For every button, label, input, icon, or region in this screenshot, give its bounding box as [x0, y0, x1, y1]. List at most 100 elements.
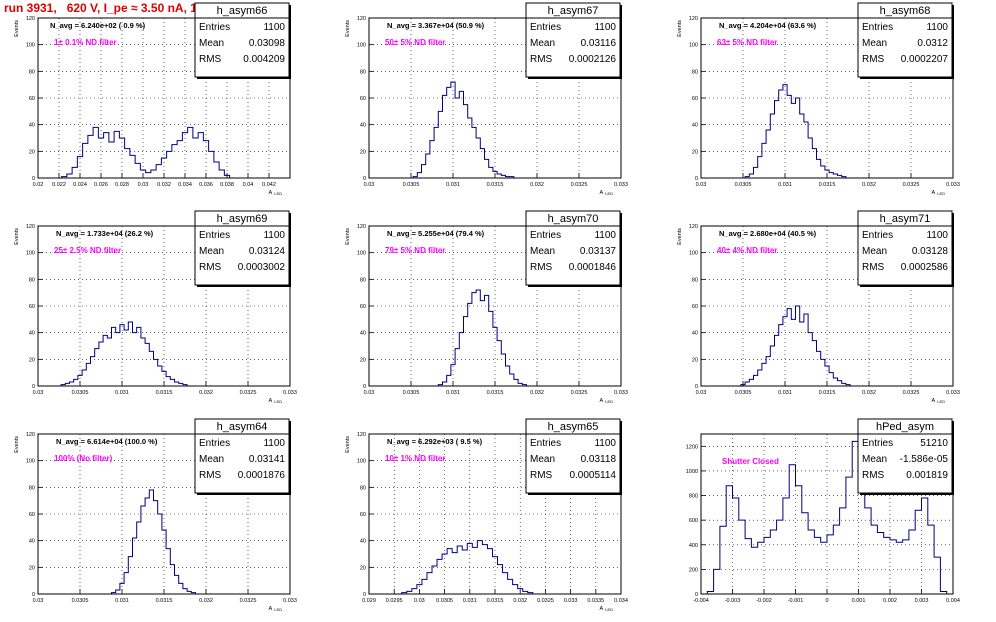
y-tick-label: 1200	[686, 444, 698, 450]
stats-box-title: h_asym64	[217, 421, 268, 433]
histogram-bin	[70, 382, 74, 386]
x-tick-label: 0.03	[696, 182, 707, 188]
x-tick-label: 0.032	[862, 390, 876, 396]
histogram-bin	[789, 465, 795, 594]
stats-value: 51210	[920, 438, 948, 449]
stats-key: Entries	[862, 438, 893, 449]
stats-key: Entries	[530, 230, 561, 241]
histogram-bin	[154, 501, 158, 594]
stats-key: Entries	[862, 22, 893, 33]
x-tick-label: 0.002	[883, 598, 897, 604]
stats-value: 0.03128	[912, 246, 949, 257]
stats-value: 1100	[594, 22, 616, 33]
chart-panel-h_asym66: 0.02 0.022 0.024 0.026 0.028 0.03 0.032 0.034 0.…	[14, 2, 291, 196]
stats-value: 0.03098	[249, 38, 286, 49]
histogram-bin	[513, 585, 518, 594]
stats-value: 0.03118	[581, 454, 617, 465]
histogram-bin	[158, 514, 162, 594]
histogram-bin	[800, 322, 804, 386]
histogram-bin	[130, 155, 135, 178]
y-tick-label: 120	[26, 432, 35, 438]
stats-key: Entries	[862, 230, 893, 241]
chart-panel-h_asym67: 0.03 0.0305 0.031 0.0315 0.032 0.0325 0.033 0 20…	[345, 2, 628, 196]
n-avg-label: N_avg = 4.204e+04 (63.6 %)	[719, 21, 817, 30]
x-tick-label: 0.031	[778, 390, 792, 396]
histogram-bin	[783, 498, 789, 594]
y-tick-label: 100	[26, 459, 35, 465]
histogram-bin	[758, 157, 762, 178]
stats-box-frame	[525, 2, 621, 78]
histogram-bin	[430, 141, 434, 178]
histogram-bin	[443, 382, 447, 386]
x-axis-label-subscript: LED	[937, 399, 945, 404]
stats-box-title: h_asym71	[880, 213, 931, 225]
histogram-bin	[82, 370, 86, 386]
x-tick-label: 0.0315	[819, 182, 836, 188]
y-tick-label: 120	[26, 224, 35, 230]
histogram-bin	[72, 167, 77, 178]
histogram-bin	[103, 335, 107, 386]
y-tick-label: 100	[357, 251, 366, 257]
histogram-bin	[214, 162, 219, 178]
y-tick-label: 0	[32, 384, 35, 390]
histogram-bin	[804, 122, 808, 178]
histogram-bin	[93, 127, 98, 178]
x-tick-label: 0.029	[362, 598, 376, 604]
x-axis-label: A LED	[269, 606, 283, 612]
histogram-bin	[426, 154, 430, 178]
stats-box: h_asym70 Entries 1100 Mean 0.03137 RMS 0.00018…	[525, 210, 622, 287]
stats-key: Entries	[199, 230, 230, 241]
histogram-bin	[99, 342, 103, 386]
y-tick-label: 60	[692, 304, 698, 310]
stats-key: Mean	[862, 246, 887, 257]
histogram-bin	[437, 559, 442, 594]
histogram-bin	[468, 303, 472, 386]
stats-key: RMS	[530, 470, 553, 481]
histogram-bin	[95, 349, 99, 386]
y-tick-label: 60	[360, 304, 366, 310]
histogram-bin	[510, 374, 514, 386]
histogram-bin	[198, 133, 203, 178]
histogram-bin	[745, 539, 751, 594]
x-axis-label: A LED	[600, 398, 614, 404]
y-tick-label: 40	[29, 539, 35, 545]
chart-panel-hPed_asym: -0.004 -0.003 -0.002 -0.001 0 0.001 0.002 0.003…	[686, 418, 960, 604]
stats-box-frame	[525, 210, 621, 286]
histogram-bin	[903, 540, 909, 594]
histogram-bin	[833, 525, 839, 594]
y-tick-label: 100	[357, 43, 366, 49]
stats-value: 1100	[263, 22, 285, 33]
x-tick-label: 0.032	[530, 390, 544, 396]
stats-key: Mean	[862, 454, 887, 465]
y-tick-label: 40	[29, 123, 35, 129]
filter-label: 100% (No filter)	[54, 454, 113, 463]
histogram-bin	[193, 138, 198, 178]
stats-value: 0.03124	[249, 246, 286, 257]
histogram-bin	[498, 565, 503, 594]
x-tick-label: -0.004	[693, 598, 709, 604]
histogram-bin	[167, 151, 172, 178]
histogram-bin	[840, 508, 846, 594]
x-tick-label: 0.031	[115, 598, 129, 604]
histogram-bin	[714, 569, 720, 594]
chart-panel-h_asym69: 0.03 0.0305 0.031 0.0315 0.032 0.0325 0.033 0 20…	[14, 210, 297, 404]
filter-label: 40± 4% ND filter	[717, 246, 777, 255]
histogram-bin	[506, 366, 510, 386]
x-axis-label-subscript: LED	[605, 399, 613, 404]
x-tick-label: 0.042	[262, 182, 276, 188]
x-tick-label: 0.02	[33, 182, 44, 188]
x-tick-label: 0.0315	[819, 390, 836, 396]
n-avg-label: N_avg = 6.614e+04 (100.0 %)	[56, 437, 158, 446]
histogram-outline	[60, 321, 188, 386]
y-tick-label: 100	[26, 251, 35, 257]
y-tick-label: 120	[689, 16, 698, 22]
x-axis-label-subscript: LED	[605, 191, 613, 196]
stats-value: 0.0002126	[569, 54, 617, 65]
histogram-bin	[183, 589, 187, 594]
histogram-bin	[109, 142, 114, 178]
histogram-outline	[61, 126, 231, 178]
histogram-bin	[764, 537, 770, 594]
y-tick-label: 200	[689, 567, 698, 573]
histogram-bin	[137, 522, 141, 594]
histogram-bin	[480, 149, 484, 178]
